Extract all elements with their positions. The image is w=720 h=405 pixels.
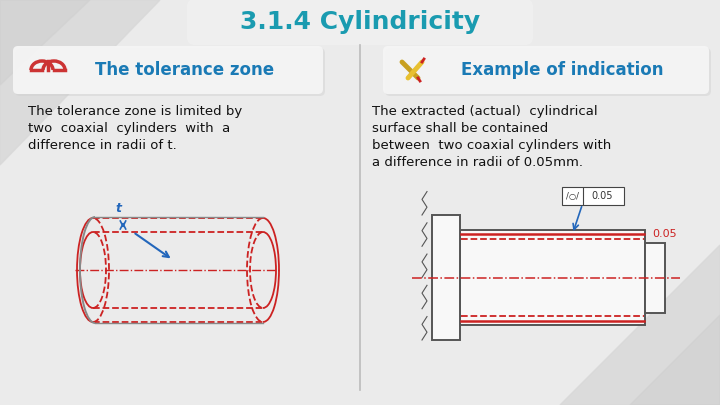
Text: a difference in radii of 0.05mm.: a difference in radii of 0.05mm.: [372, 156, 583, 169]
FancyBboxPatch shape: [15, 48, 325, 96]
Text: difference in radii of t.: difference in radii of t.: [28, 139, 176, 152]
Polygon shape: [0, 0, 160, 165]
FancyBboxPatch shape: [385, 48, 711, 96]
FancyBboxPatch shape: [187, 0, 533, 45]
Text: two  coaxial  cylinders  with  a: two coaxial cylinders with a: [28, 122, 230, 135]
Bar: [645, 243, 665, 313]
FancyBboxPatch shape: [562, 187, 624, 205]
Bar: [370, 180, 710, 350]
Polygon shape: [0, 0, 90, 85]
Polygon shape: [630, 315, 720, 405]
Text: 0.05: 0.05: [652, 229, 677, 239]
Text: 0.05: 0.05: [592, 191, 613, 201]
Text: surface shall be contained: surface shall be contained: [372, 122, 548, 135]
Text: t: t: [115, 202, 121, 215]
Bar: [460, 230, 645, 325]
Text: The tolerance zone: The tolerance zone: [96, 61, 274, 79]
Text: Example of indication: Example of indication: [461, 61, 663, 79]
Text: between  two coaxial cylinders with: between two coaxial cylinders with: [372, 139, 611, 152]
Text: The tolerance zone is limited by: The tolerance zone is limited by: [28, 105, 242, 118]
FancyBboxPatch shape: [383, 46, 709, 94]
Polygon shape: [560, 245, 720, 405]
Bar: [432, 215, 460, 340]
Text: The extracted (actual)  cylindrical: The extracted (actual) cylindrical: [372, 105, 598, 118]
FancyBboxPatch shape: [13, 46, 323, 94]
Text: 3.1.4 Cylindricity: 3.1.4 Cylindricity: [240, 10, 480, 34]
Text: /○/: /○/: [566, 192, 579, 200]
